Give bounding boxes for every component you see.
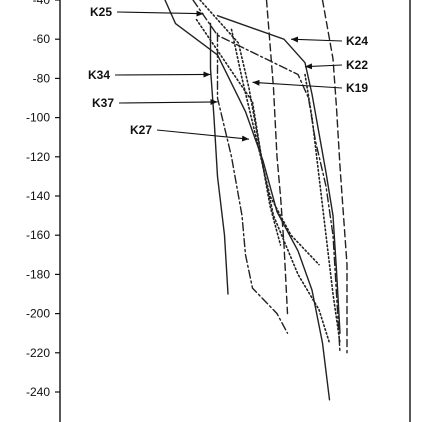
series-line-k24 — [216, 15, 341, 334]
callout-arrow-k25 — [116, 10, 204, 17]
series-line-k27 — [195, 18, 331, 344]
y-tick-label: -220 — [26, 346, 50, 360]
y-tick-label: -80 — [33, 71, 51, 85]
series-line-k19 — [321, 0, 348, 354]
series-line-k25 — [164, 0, 331, 401]
y-tick-label: -40 — [33, 0, 51, 7]
y-tick-label: -60 — [33, 32, 51, 46]
callout-arrow-k37 — [118, 98, 218, 105]
series-line-k37 — [216, 32, 289, 334]
callout-label-k34: K34 — [88, 68, 110, 82]
callout-arrow-k34 — [114, 71, 211, 78]
series-line-k34 — [209, 22, 229, 295]
callout-label-k22: K22 — [346, 58, 368, 72]
y-tick-label: -200 — [26, 307, 50, 321]
y-tick-label: -120 — [26, 150, 50, 164]
series-line-unlabeled-7 — [265, 0, 289, 315]
y-tick-label: -100 — [26, 111, 50, 125]
series-line-unlabeled-10 — [304, 73, 341, 344]
series-line-k22 — [192, 0, 341, 354]
y-tick-label: -240 — [26, 385, 50, 399]
callout-arrow-k22 — [304, 63, 343, 70]
callout-arrow-k27 — [156, 129, 250, 142]
axis-frame — [59, 0, 411, 422]
callout-arrow-k24 — [290, 36, 343, 43]
y-axis-ticks: -40 -60 -80 -100 -120 -140 -160 -180 -200 -220 -24… — [26, 0, 60, 399]
series-line-unlabeled-9 — [199, 0, 282, 246]
callout-label-k25: K25 — [90, 5, 112, 19]
callouts: K25 K24 K22 K19 K34 K37 K27 — [88, 5, 368, 142]
callout-arrow-k19 — [252, 79, 343, 89]
y-tick-label: -160 — [26, 228, 50, 242]
callout-label-k27: K27 — [130, 123, 152, 137]
y-tick-label: -180 — [26, 267, 50, 281]
callout-label-k19: K19 — [346, 81, 368, 95]
callout-label-k24: K24 — [346, 34, 368, 48]
callout-label-k37: K37 — [92, 96, 114, 110]
y-tick-label: -140 — [26, 189, 50, 203]
series-lines — [164, 0, 348, 401]
